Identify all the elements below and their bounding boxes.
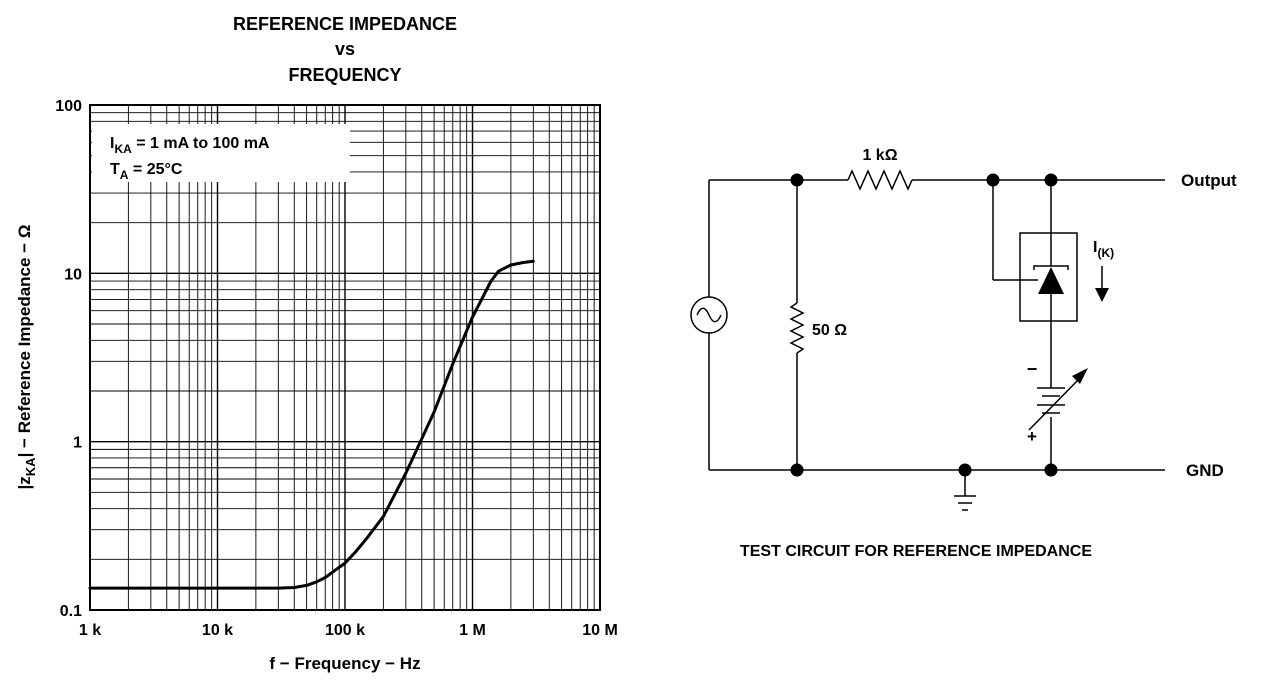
x-axis-label: f − Frequency − Hz <box>269 654 420 673</box>
y-tick-label: 10 <box>64 266 82 283</box>
diode-icon <box>1038 267 1064 294</box>
impedance-chart: REFERENCE IMPEDANCE vs FREQUENCY 0.1 1 10 1… <box>15 14 618 673</box>
chart-title-line-1: REFERENCE IMPEDANCE <box>233 14 457 34</box>
y-tick-label: 1 <box>73 435 82 452</box>
battery-plus-label: + <box>1027 427 1037 446</box>
series-line-impedance <box>88 259 535 590</box>
gnd-label: GND <box>1186 461 1224 480</box>
chart-title-line-3: FREQUENCY <box>288 65 401 85</box>
resistor-50 <box>789 302 805 354</box>
annotation-line-1: IKA = 1 mA to 100 mA <box>110 135 270 156</box>
x-tick-label: 10 M <box>582 622 618 639</box>
x-tick-label: 100 k <box>325 622 365 639</box>
circuit-caption: TEST CIRCUIT FOR REFERENCE IMPEDANCE <box>740 543 1092 560</box>
y-axis-label: |zKA| − Reference Impedance − Ω <box>15 225 38 490</box>
x-tick-labels: 1 k 10 k 100 k 1 M 10 M <box>79 622 618 639</box>
y-tick-labels: 0.1 1 10 100 <box>55 98 82 620</box>
y-tick-label: 0.1 <box>60 603 82 620</box>
battery-minus-label: − <box>1027 359 1038 379</box>
x-tick-label: 1 k <box>79 622 101 639</box>
annotation-line-2: TA = 25°C <box>110 161 183 182</box>
battery-adjust-arrow-icon <box>1072 368 1088 384</box>
junction-dots <box>790 173 1058 477</box>
chart-title-line-2: vs <box>335 39 355 59</box>
variable-battery-icon <box>1028 377 1081 431</box>
output-label: Output <box>1181 171 1237 190</box>
resistor-1k-label: 1 kΩ <box>862 147 897 164</box>
current-arrow-head-icon <box>1095 288 1109 302</box>
ac-source-icon <box>690 296 728 334</box>
annotation-box <box>92 124 350 182</box>
resistor-50-label: 50 Ω <box>812 322 847 339</box>
ac-sine-icon <box>696 307 722 323</box>
x-tick-label: 10 k <box>202 622 233 639</box>
diode-cathode-bar <box>1033 265 1069 270</box>
device-box <box>1019 232 1078 322</box>
current-label: I(K) <box>1093 239 1114 260</box>
x-tick-label: 1 M <box>459 622 486 639</box>
resistor-1k <box>847 169 913 191</box>
y-tick-label: 100 <box>55 98 82 115</box>
ground-icon <box>954 495 976 511</box>
test-circuit: 1 kΩ 50 Ω I(K) − + Output GND <box>690 147 1237 560</box>
plot-frame <box>89 104 601 611</box>
